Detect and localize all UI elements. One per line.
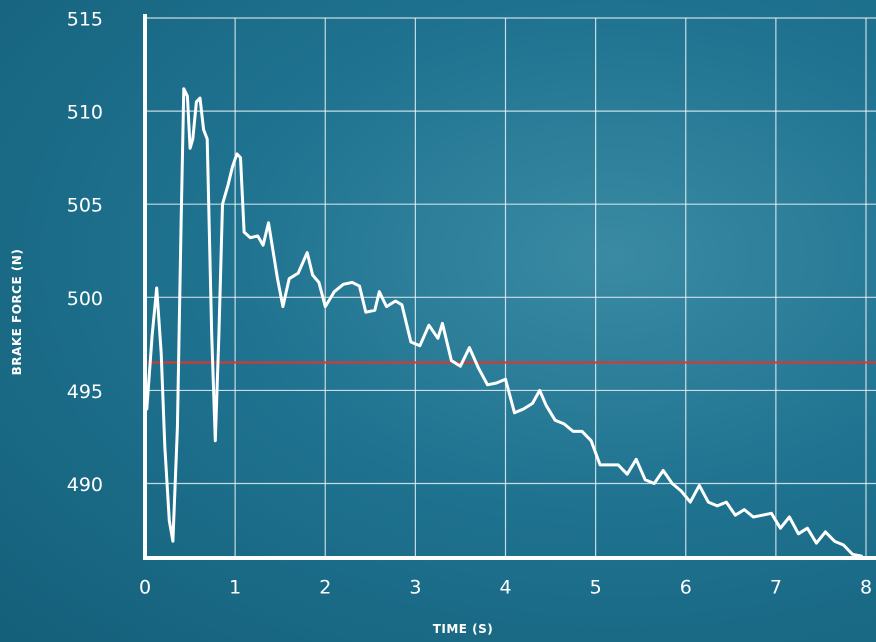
x-tick-label: 4: [499, 577, 511, 599]
x-tick-label: 2: [319, 577, 331, 599]
x-tick-label: 6: [680, 577, 692, 599]
x-tick-label: 8: [860, 577, 872, 599]
y-tick-label: 500: [67, 288, 103, 310]
y-tick-label: 490: [67, 474, 103, 496]
x-axis-title: TIME (S): [433, 622, 494, 636]
y-axis-title: BRAKE FORCE (N): [10, 249, 24, 376]
data-line: [145, 87, 863, 558]
x-tick-label: 5: [590, 577, 602, 599]
y-tick-label: 495: [67, 381, 103, 403]
x-tick-label: 1: [229, 577, 241, 599]
x-tick-label: 7: [770, 577, 782, 599]
x-tick-label: 3: [409, 577, 421, 599]
y-tick-label: 515: [67, 9, 103, 31]
y-tick-label: 510: [67, 102, 103, 124]
y-tick-label: 505: [67, 195, 103, 217]
x-tick-label: 0: [139, 577, 151, 599]
